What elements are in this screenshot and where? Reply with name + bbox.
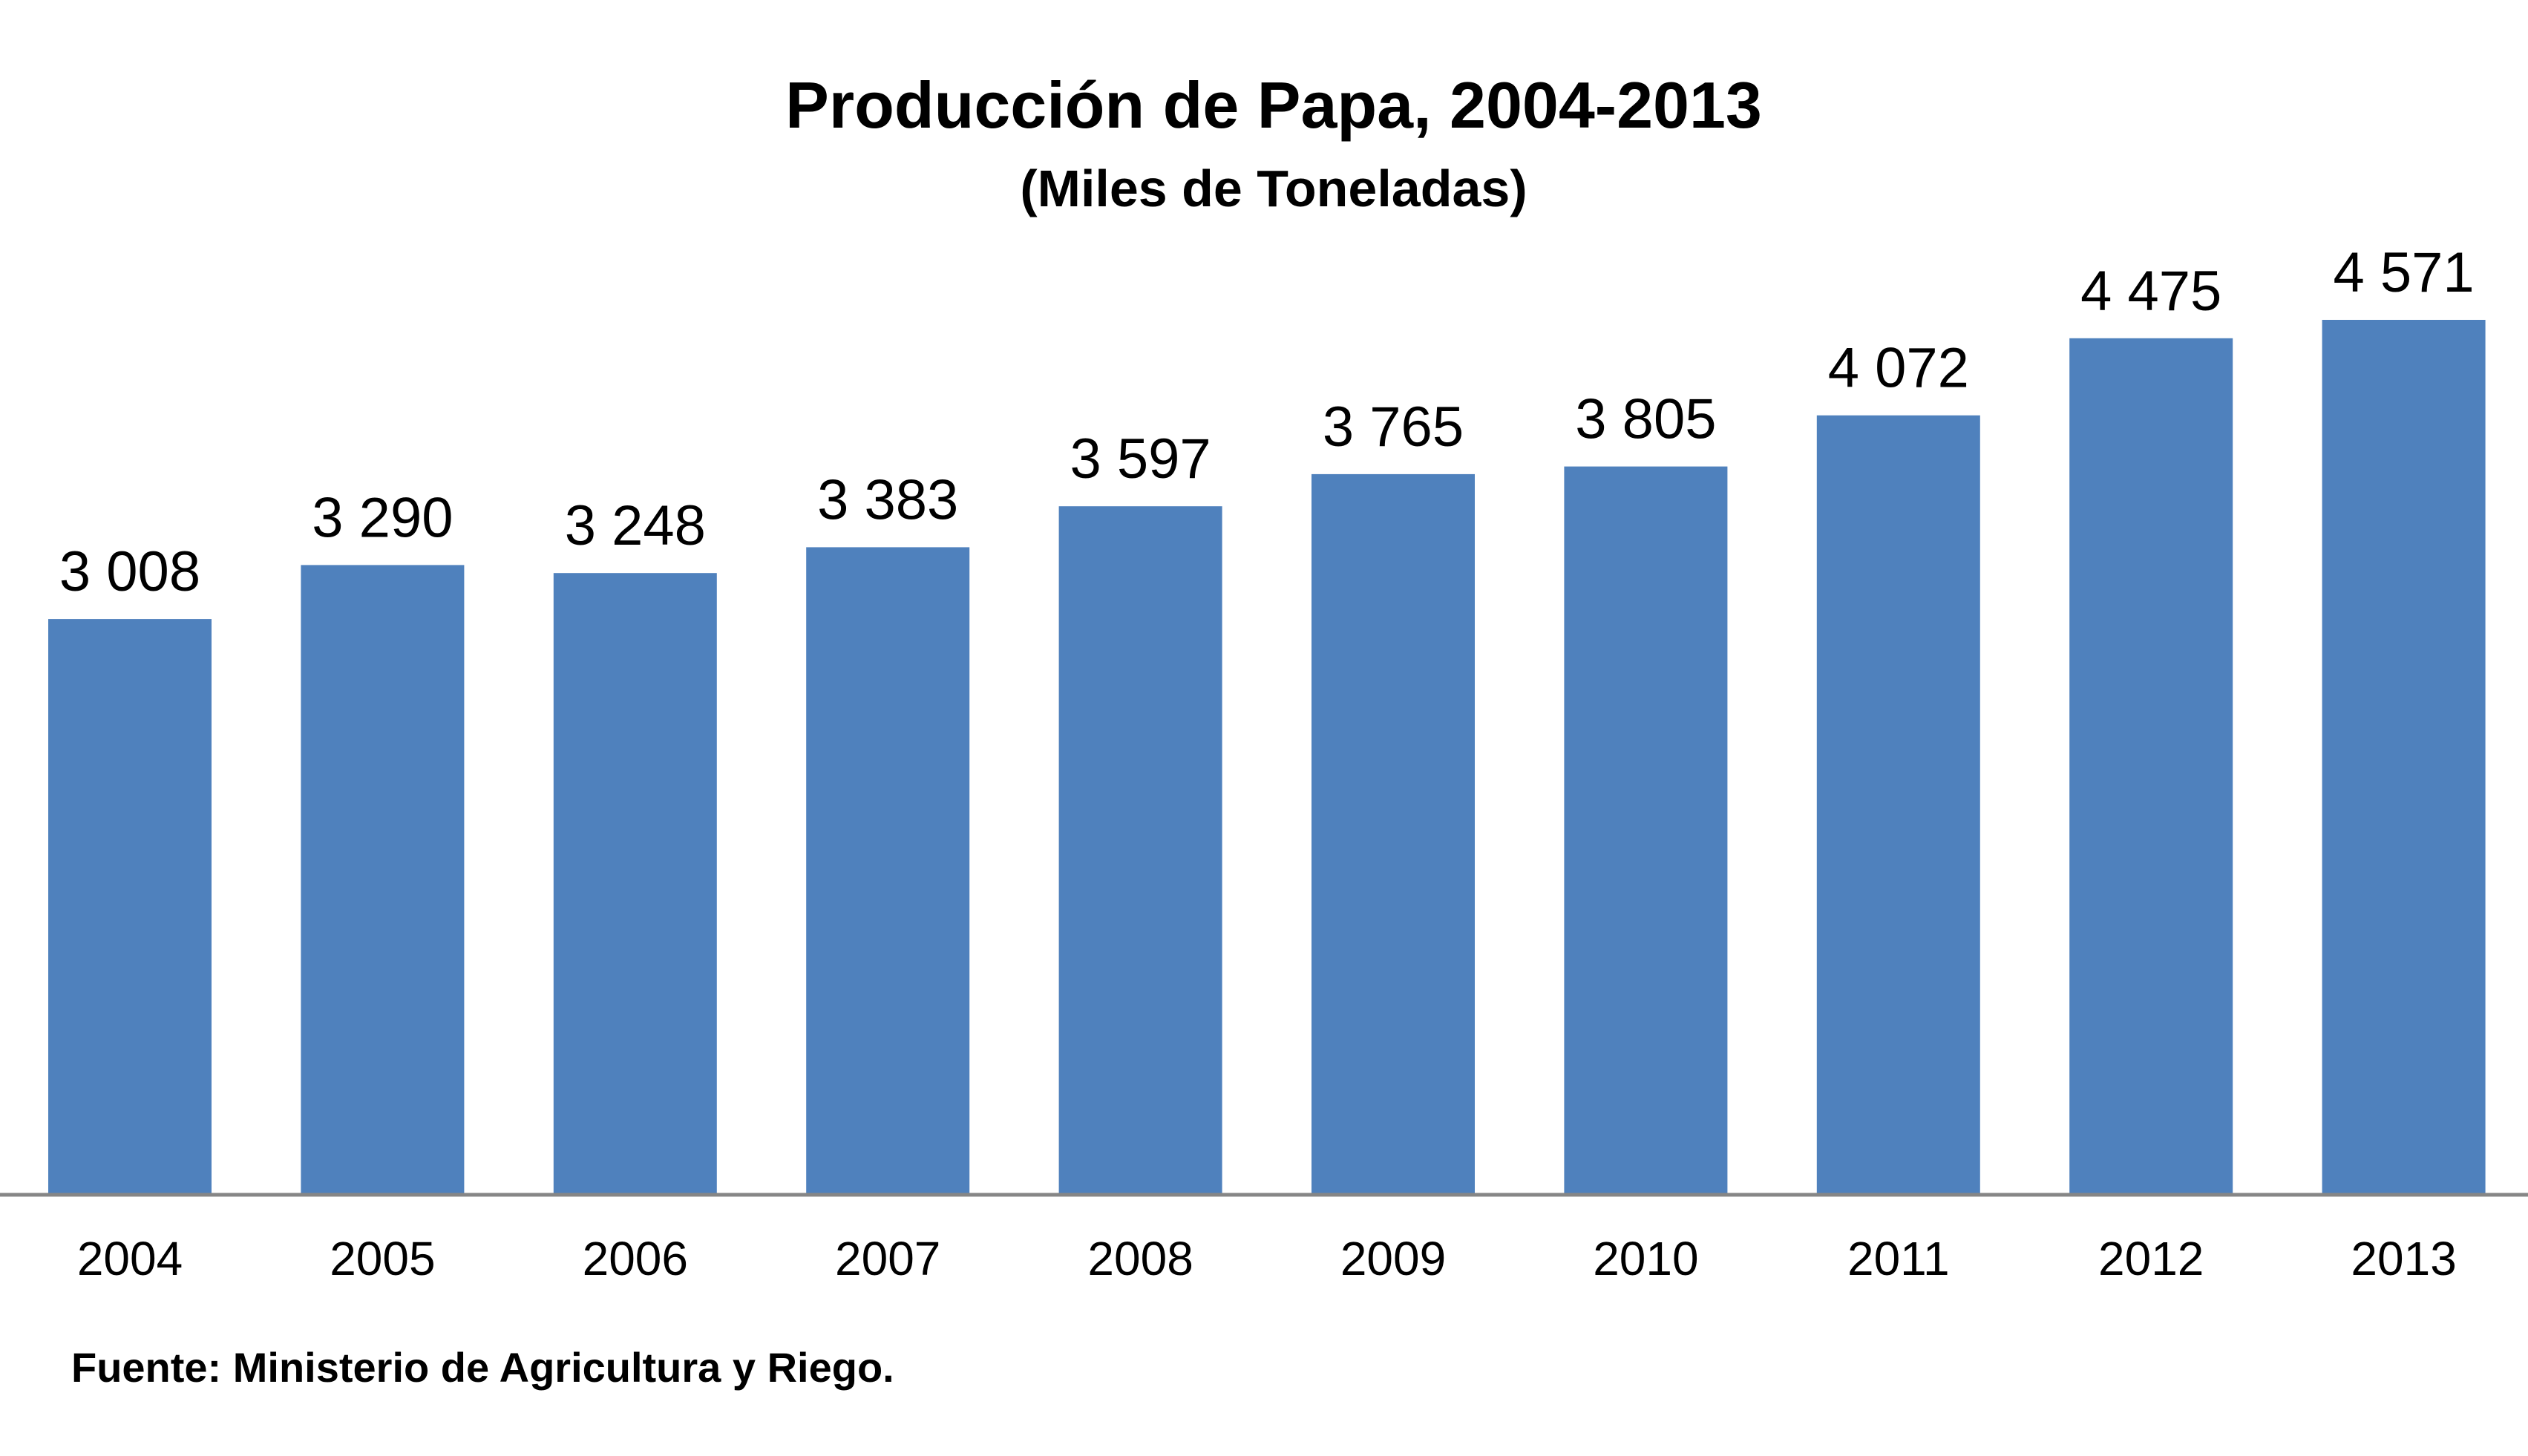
data-label-2004: 3 008 [59, 540, 200, 603]
x-tick-label-2006: 2006 [583, 1232, 688, 1285]
bar-2009 [1312, 473, 1475, 1195]
x-tick-label-2012: 2012 [2098, 1232, 2204, 1285]
x-tick-label-2010: 2010 [1593, 1232, 1698, 1285]
x-tick-label-2008: 2008 [1087, 1232, 1193, 1285]
x-tick-label-2007: 2007 [835, 1232, 940, 1285]
x-tick-label-2009: 2009 [1340, 1232, 1446, 1285]
x-tick-label-2011: 2011 [1847, 1232, 1950, 1285]
x-tick-label-2004: 2004 [77, 1232, 183, 1285]
x-tick-label-2013: 2013 [2351, 1232, 2456, 1285]
data-label-2013: 4 571 [2334, 241, 2475, 304]
data-label-2011: 4 072 [1828, 337, 1969, 400]
data-label-2006: 3 248 [565, 494, 706, 557]
bars-group [48, 320, 2486, 1196]
bar-2010 [1564, 466, 1728, 1195]
bar-2008 [1058, 506, 1222, 1195]
data-label-2010: 3 805 [1575, 388, 1716, 451]
x-axis-tick-labels: 2004 2005 2006 2007 2008 2009 2010 2011 2012 2013 [77, 1232, 2457, 1285]
bar-2013 [2322, 320, 2486, 1195]
source-note: Fuente: Ministerio de Agricultura y Rieg… [71, 1344, 894, 1391]
x-tick-label-2005: 2005 [330, 1232, 435, 1285]
bar-2006 [553, 573, 717, 1195]
chart-subtitle: (Miles de Toneladas) [1020, 160, 1527, 217]
bar-2011 [1816, 415, 1980, 1196]
data-label-2007: 3 383 [817, 468, 958, 531]
data-label-2009: 3 765 [1323, 396, 1464, 459]
data-labels-group: 3 008 3 290 3 248 3 383 3 597 3 765 3 805 4 072… [59, 241, 2475, 603]
bar-2012 [2069, 338, 2233, 1195]
chart-title: Producción de Papa, 2004-2013 [785, 68, 1762, 142]
data-label-2005: 3 290 [312, 486, 453, 549]
data-label-2008: 3 597 [1070, 427, 1211, 491]
bar-2005 [301, 565, 465, 1195]
bar-2007 [806, 547, 970, 1195]
bar-2004 [48, 619, 212, 1195]
data-label-2012: 4 475 [2080, 260, 2221, 323]
